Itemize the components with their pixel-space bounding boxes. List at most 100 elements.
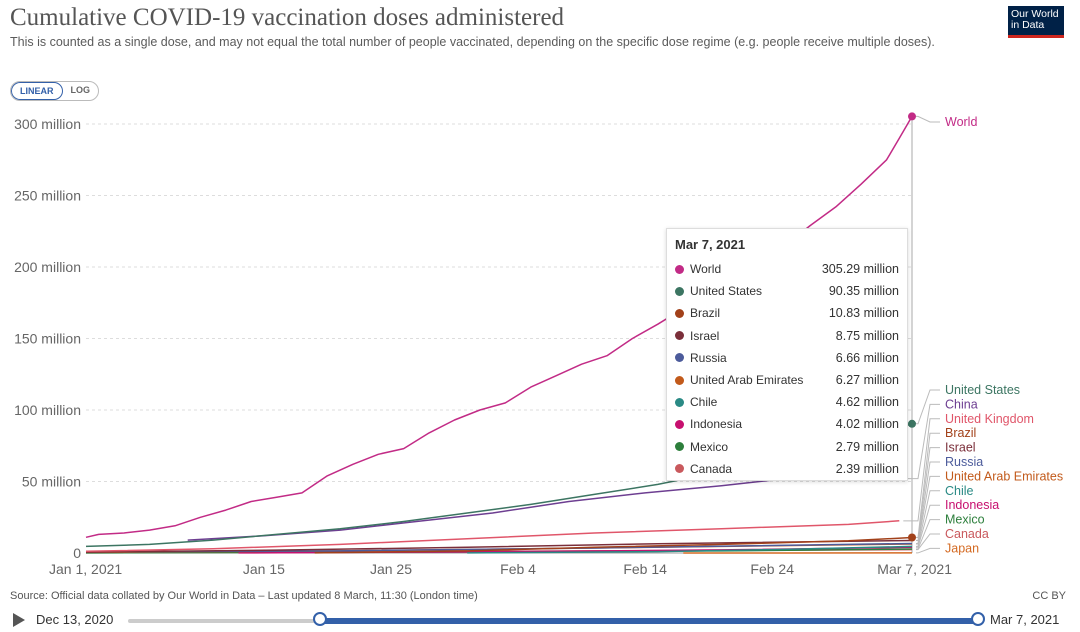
timeline-start-handle[interactable]	[313, 612, 328, 626]
legend-label-united-kingdom: United Kingdom	[945, 412, 1034, 426]
legend-connector	[916, 461, 940, 544]
tooltip-date: Mar 7, 2021	[675, 237, 746, 252]
legend-label-mexico: Mexico	[945, 513, 985, 527]
y-tick-label: 150 million	[14, 331, 81, 347]
legend-connector	[916, 490, 940, 547]
end-marker	[908, 112, 916, 121]
log-scale-button[interactable]: LOG	[70, 85, 91, 95]
y-tick-label: 200 million	[14, 259, 81, 275]
y-tick-label: 300 million	[14, 116, 81, 132]
series-dot-icon	[675, 353, 684, 363]
legend-label-japan: Japan	[945, 541, 979, 555]
legend-label-brazil: Brazil	[945, 426, 976, 440]
tooltip-row: Russia 6.66 million	[675, 347, 899, 369]
tooltip-series-name: United Arab Emirates	[690, 373, 804, 388]
tooltip-series-value: 6.66 million	[835, 350, 899, 365]
series-line-israel	[85, 539, 913, 553]
legend-label-canada: Canada	[945, 527, 989, 541]
tooltip-series-value: 4.62 million	[835, 395, 899, 410]
tooltip-series-name: World	[690, 262, 722, 277]
series-dot-icon	[675, 397, 684, 407]
tooltip-series-value: 10.83 million	[828, 306, 899, 321]
tooltip-series-value: 8.75 million	[835, 328, 899, 343]
y-tick-label: 250 million	[14, 188, 81, 204]
tooltip-row: Indonesia 4.02 million	[675, 413, 899, 435]
legend-connector	[916, 533, 940, 551]
legend-label-world: World	[945, 115, 977, 129]
series-line-united-kingdom	[85, 520, 900, 553]
linear-scale-button[interactable]: LINEAR	[11, 82, 63, 100]
tooltip-series-name: United States	[690, 284, 763, 299]
logo-line-1: Our World	[1011, 8, 1059, 20]
x-tick-label: Jan 15	[243, 561, 285, 577]
timeline-selected-range[interactable]	[320, 618, 978, 624]
x-tick-label: Feb 14	[623, 561, 667, 577]
y-tick-label: 0	[73, 545, 81, 561]
timeline-end-handle[interactable]	[971, 612, 985, 626]
source-note[interactable]: Source: Official data collated by Our Wo…	[10, 590, 478, 602]
tooltip-series-value: 6.27 million	[835, 373, 899, 388]
play-icon[interactable]	[13, 613, 25, 627]
x-tick-label: Feb 24	[750, 561, 794, 577]
legend-connector	[916, 547, 940, 554]
series-line-china	[187, 477, 785, 541]
legend-label-indonesia: Indonesia	[945, 498, 999, 512]
legend-label-united-arab-emirates: United Arab Emirates	[945, 469, 1063, 483]
x-tick-label: Mar 7, 2021	[877, 561, 952, 577]
series-dot-icon	[675, 331, 684, 341]
legend-connector	[916, 432, 940, 539]
x-tick-label: Jan 1, 2021	[49, 561, 122, 577]
license-label[interactable]: CC BY	[1032, 590, 1066, 602]
tooltip-series-name: Russia	[690, 350, 727, 365]
tooltip-series-name: Israel	[690, 328, 720, 343]
tooltip-series-value: 90.35 million	[828, 284, 899, 299]
legend-connector	[916, 519, 940, 550]
legend-connector	[916, 475, 940, 545]
series-line-brazil	[314, 536, 913, 554]
tooltip-row: United States 90.35 million	[675, 280, 899, 302]
series-dot-icon	[675, 308, 684, 318]
legend-connector	[916, 389, 940, 425]
tooltip-series-value: 4.02 million	[835, 417, 899, 432]
tooltip-series-name: Chile	[690, 395, 718, 410]
series-dot-icon	[675, 286, 684, 296]
series-dot-icon	[675, 442, 684, 452]
timeline-end-label: Mar 7, 2021	[990, 612, 1060, 627]
tooltip-row: Mexico 2.79 million	[675, 436, 899, 458]
x-tick-label: Jan 25	[370, 561, 412, 577]
end-marker	[908, 419, 916, 428]
owid-logo[interactable]: Our World in Data	[1008, 6, 1064, 38]
series-dot-icon	[675, 419, 684, 429]
end-marker	[908, 533, 916, 542]
line-chart[interactable]: 0 50 million 100 million 150 million 200 mil…	[0, 0, 1080, 600]
tooltip-rows: World 305.29 million United States 90.35 mi…	[675, 258, 899, 480]
y-tick-label: 50 million	[22, 474, 81, 490]
legend-connector	[916, 447, 940, 541]
series-dot-icon	[675, 375, 684, 385]
legend-connector	[903, 418, 940, 522]
legend-label-chile: Chile	[945, 484, 974, 498]
chart-title: Cumulative COVID-19 vaccination doses ad…	[10, 4, 565, 31]
tooltip-series-name: Canada	[690, 461, 733, 476]
tooltip-series-value: 2.39 million	[835, 461, 899, 476]
legend-connector	[916, 504, 940, 548]
series-line-chile	[467, 545, 913, 554]
tooltip-series-name: Indonesia	[690, 417, 743, 432]
tooltip-row: Chile 4.62 million	[675, 391, 899, 413]
tooltip-row: United Arab Emirates 6.27 million	[675, 369, 899, 391]
tooltip-row: World 305.29 million	[675, 258, 899, 280]
legend-connector	[916, 115, 940, 123]
series-dot-icon	[675, 464, 684, 474]
tooltip-row: Canada 2.39 million	[675, 458, 899, 480]
chart-subtitle: This is counted as a single dose, and ma…	[10, 35, 935, 49]
x-tick-label: Feb 4	[500, 561, 536, 577]
y-tick-label: 100 million	[14, 402, 81, 418]
logo-line-2: in Data	[1011, 19, 1045, 31]
legend-label-china: China	[945, 397, 978, 411]
hover-tooltip: Mar 7, 2021 World 305.29 million United St…	[666, 228, 908, 481]
legend-label-russia: Russia	[945, 455, 983, 469]
tooltip-series-value: 2.79 million	[835, 439, 899, 454]
tooltip-row: Israel 8.75 million	[675, 325, 899, 347]
tooltip-series-name: Brazil	[690, 306, 721, 321]
scale-toggle[interactable]: LINEAR LOG	[10, 81, 99, 101]
